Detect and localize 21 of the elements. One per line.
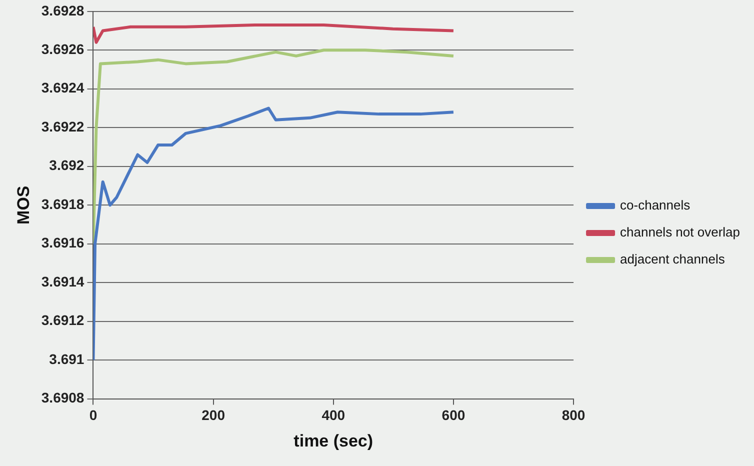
y-tick-label: 3.6914: [41, 273, 84, 290]
y-tick-label: 3.6928: [41, 2, 84, 18]
y-tick-label: 3.692: [49, 157, 84, 174]
x-tick-label: 0: [89, 407, 98, 424]
legend-label: channels not overlap: [620, 224, 740, 240]
x-axis-title: time (sec): [294, 431, 374, 450]
y-axis-title: MOS: [14, 186, 33, 224]
y-tick-label: 3.6912: [41, 312, 84, 328]
y-tick-label: 3.6922: [41, 118, 84, 134]
y-tick-label: 3.6908: [41, 390, 84, 406]
y-tick-label: 3.6916: [41, 234, 84, 251]
x-tick-label: 200: [202, 407, 226, 424]
legend-label: adjacent channels: [620, 252, 726, 267]
legend-label: co-channels: [620, 198, 691, 213]
x-tick-label: 600: [442, 407, 466, 424]
y-tick-label: 3.6926: [41, 41, 84, 57]
x-tick-label: 400: [322, 407, 346, 424]
y-tick-label: 3.6924: [41, 80, 84, 96]
y-tick-label: 3.691: [49, 350, 84, 367]
x-tick-label: 800: [562, 407, 586, 424]
y-tick-label: 3.6918: [41, 196, 84, 212]
